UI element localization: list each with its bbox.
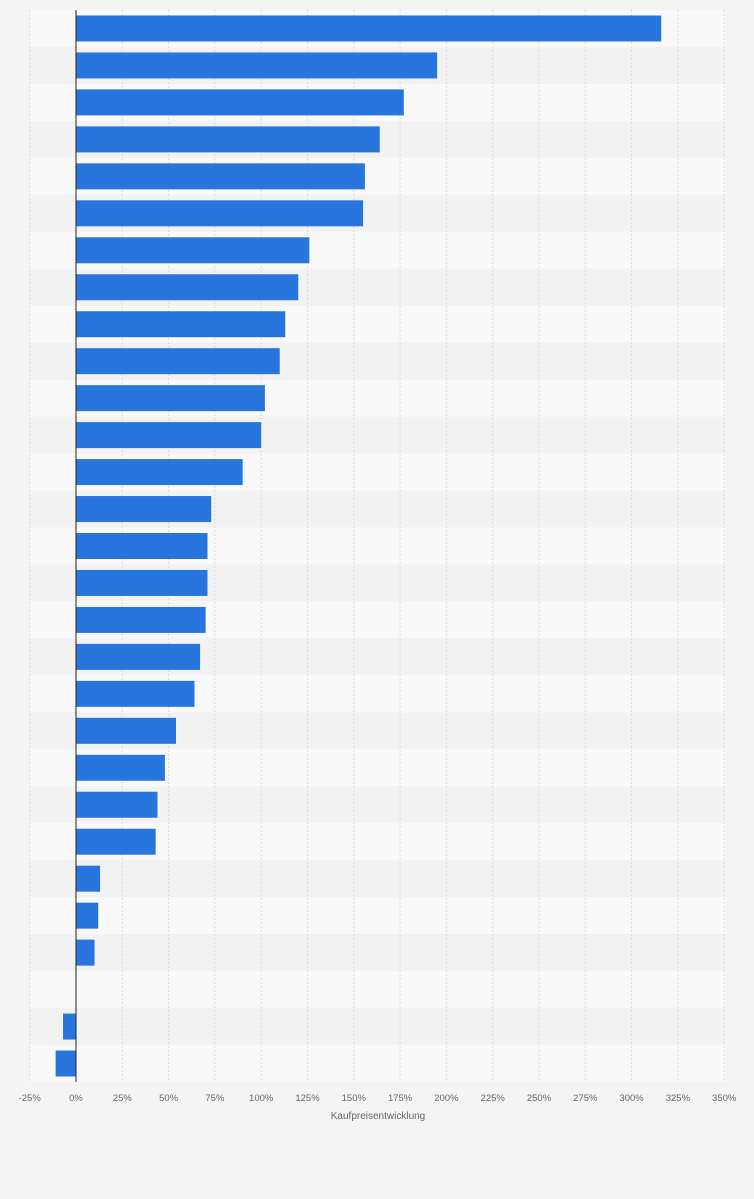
bar: [76, 126, 380, 153]
row-band: [30, 934, 726, 972]
bar: [76, 496, 212, 523]
bar: [76, 791, 158, 818]
x-tick-label: 300%: [619, 1093, 644, 1104]
bar: [76, 865, 101, 892]
bar: [76, 89, 404, 116]
bar: [76, 828, 156, 855]
bar: [76, 163, 365, 190]
x-tick-label: 50%: [159, 1093, 179, 1104]
bar: [55, 1050, 76, 1077]
bar: [76, 717, 177, 744]
bar: [76, 533, 208, 559]
bar: [76, 569, 208, 596]
x-tick-label: 200%: [434, 1093, 459, 1104]
bar: [76, 643, 201, 670]
bar: [76, 939, 95, 966]
bar: [76, 754, 165, 781]
bar: [76, 902, 99, 929]
bar: [63, 1013, 76, 1040]
x-tick-label: -25%: [19, 1093, 42, 1104]
x-axis-title: Kaufpreisentwicklung: [331, 1111, 426, 1122]
x-tick-label: 125%: [295, 1093, 320, 1104]
bar: [76, 348, 280, 375]
bar: [76, 52, 438, 79]
gridlines: [29, 10, 725, 1082]
bar: [76, 311, 286, 338]
x-tick-label: 0%: [69, 1093, 83, 1104]
x-tick-label: 25%: [113, 1093, 133, 1104]
row-band: [30, 897, 726, 935]
x-tick-labels: -25% 0% 25% 50% 75% 100% 125% 150% 175% 200% 225% 2…: [19, 1093, 737, 1104]
row-band: [30, 971, 726, 1009]
bar: [76, 422, 262, 449]
row-band: [30, 1008, 726, 1046]
bar: [76, 15, 662, 42]
row-band: [30, 860, 726, 898]
bar: [76, 237, 310, 264]
x-tick-label: 325%: [666, 1093, 691, 1104]
x-tick-label: 350%: [712, 1093, 737, 1104]
bars: [55, 15, 662, 1077]
x-tick-label: 175%: [388, 1093, 413, 1104]
bar: [76, 459, 243, 486]
bar: [76, 274, 299, 301]
bar: [76, 606, 206, 633]
x-tick-label: 250%: [527, 1093, 552, 1104]
bar: [76, 200, 364, 227]
bar: [76, 385, 265, 412]
x-tick-label: 150%: [342, 1093, 367, 1104]
row-band: [30, 1045, 726, 1082]
x-tick-label: 225%: [481, 1093, 506, 1104]
x-tick-label: 75%: [205, 1093, 225, 1104]
x-tick-label: 100%: [249, 1093, 274, 1104]
bar: [76, 680, 195, 707]
x-tick-label: 275%: [573, 1093, 598, 1104]
